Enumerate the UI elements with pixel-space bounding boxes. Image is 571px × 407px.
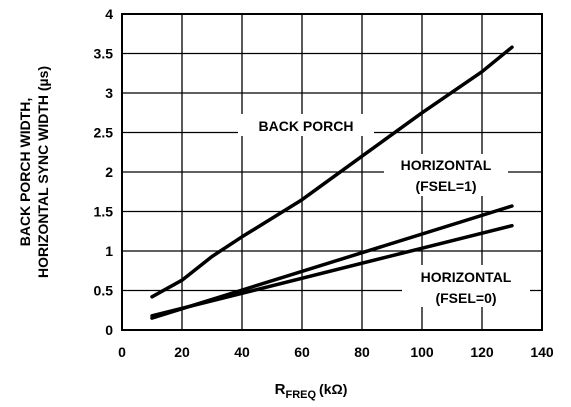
x-axis-label-unit: (kΩ) bbox=[319, 381, 347, 397]
x-axis-label-main: R bbox=[275, 381, 286, 398]
x-tick-labels: 0 20 40 60 80 100 120 140 bbox=[118, 344, 554, 360]
y-axis-label: BACK PORCH WIDTH, HORIZONTAL SYNC WIDTH … bbox=[17, 66, 51, 278]
annotation-horizontal-fsel1-label: HORIZONTAL bbox=[401, 157, 492, 173]
annotation-horizontal-fsel1-sub: (FSEL=1) bbox=[415, 178, 476, 194]
x-tick-label: 20 bbox=[174, 344, 190, 360]
x-tick-label: 40 bbox=[234, 344, 250, 360]
y-tick-labels: 0 0.5 1 1.5 2 2.5 3 3.5 4 bbox=[94, 6, 114, 338]
y-tick-label: 2 bbox=[105, 164, 113, 180]
y-tick-label: 2.5 bbox=[94, 125, 114, 141]
y-axis-label-line2: HORIZONTAL SYNC WIDTH (µs) bbox=[35, 66, 51, 278]
x-tick-label: 0 bbox=[118, 344, 126, 360]
y-tick-label: 0.5 bbox=[94, 283, 114, 299]
annotation-back-porch: BACK PORCH bbox=[238, 114, 374, 136]
x-tick-label: 100 bbox=[410, 344, 434, 360]
x-axis-label-sub: FREQ bbox=[285, 389, 316, 401]
x-tick-label: 60 bbox=[294, 344, 310, 360]
x-axis-label: RFREQ (kΩ) bbox=[275, 381, 348, 401]
annotation-horizontal-fsel0-sub: (FSEL=0) bbox=[435, 290, 496, 306]
annotation-horizontal-fsel0-label: HORIZONTAL bbox=[421, 269, 512, 285]
x-tick-label: 120 bbox=[470, 344, 494, 360]
y-tick-label: 0 bbox=[105, 322, 113, 338]
x-tick-label: 80 bbox=[354, 344, 370, 360]
x-tick-label: 140 bbox=[530, 344, 554, 360]
annotation-horizontal-fsel1: HORIZONTAL (FSEL=1) bbox=[384, 154, 508, 196]
y-tick-label: 3 bbox=[105, 85, 113, 101]
y-tick-label: 3.5 bbox=[94, 46, 114, 62]
y-axis-label-line1: BACK PORCH WIDTH, bbox=[17, 98, 33, 247]
y-tick-label: 4 bbox=[105, 6, 113, 22]
annotation-back-porch-label: BACK PORCH bbox=[259, 118, 354, 134]
annotation-horizontal-fsel0: HORIZONTAL (FSEL=0) bbox=[402, 265, 530, 307]
y-tick-label: 1.5 bbox=[94, 204, 114, 220]
y-tick-label: 1 bbox=[105, 243, 113, 259]
